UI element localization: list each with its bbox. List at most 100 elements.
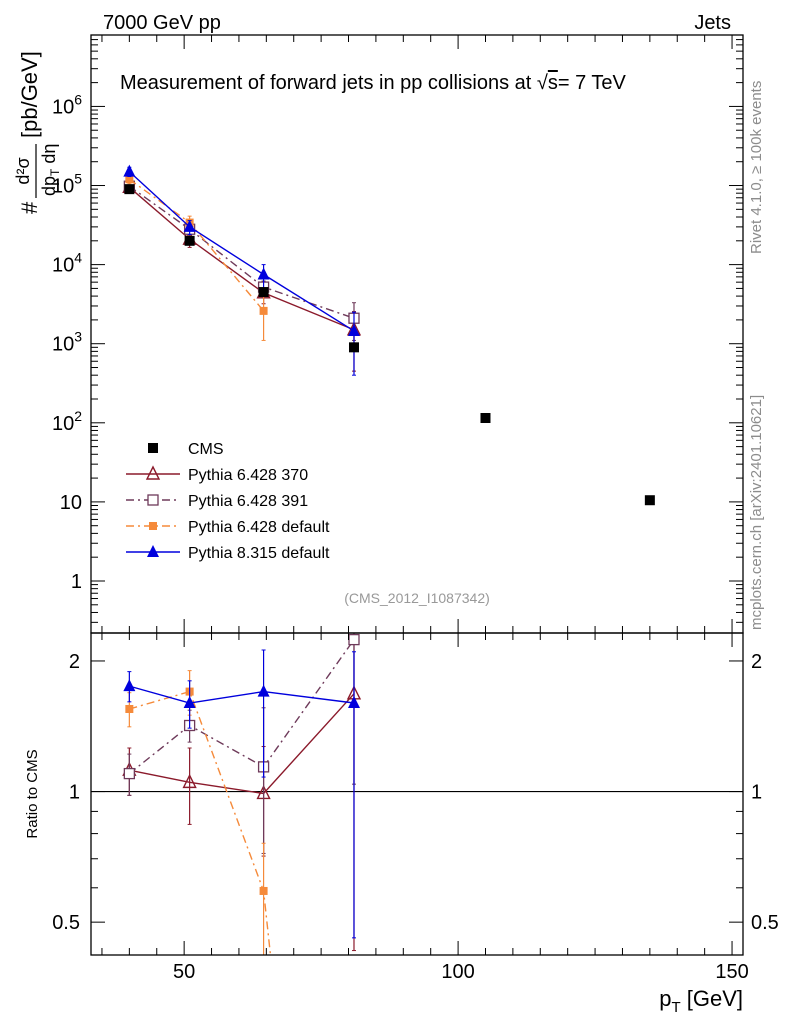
y-tick-base: 10: [60, 492, 82, 514]
data-point: [123, 767, 136, 780]
series-pythia-6-428-default: [125, 670, 272, 955]
y-label-numerator: d²σ: [13, 157, 33, 184]
series-pythia-6-428-370: [122, 633, 362, 952]
y-tick-exponent: 6: [74, 91, 82, 107]
ratio-y-tick-labels: 0.5 0.5 1 1 2 2: [52, 651, 779, 934]
legend-item: Pythia 6.428 default: [126, 519, 330, 536]
ratio-plot-panel: 0.5 0.5 1 1 2 2 50 100 150 Ratio to CMS pT [GeV…: [24, 632, 779, 1016]
plot-title: Measurement of forward jets in pp collis…: [120, 72, 627, 94]
data-point: [123, 679, 136, 692]
y-tick-exponent: 2: [74, 408, 82, 424]
ratio-y-axis-label: Ratio to CMS: [24, 749, 41, 838]
y-tick-label: 105: [52, 171, 82, 198]
ratio-axis-ticks: [91, 633, 743, 955]
x-tick-label: 150: [715, 961, 748, 983]
legend-label: Pythia 6.428 391: [188, 493, 308, 510]
data-point: [347, 323, 360, 336]
legend-label: CMS: [188, 441, 224, 458]
series-line: [129, 685, 355, 704]
y-tick-base: 1: [71, 571, 82, 593]
x-tick-labels: 50 100 150: [173, 961, 749, 983]
y-tick-label: 1: [71, 571, 82, 593]
data-point: [124, 184, 135, 195]
series-line: [128, 639, 355, 775]
series-pythia-6-428-370: [122, 178, 362, 372]
plot-title-text: Measurement of forward jets in pp collis…: [120, 72, 537, 94]
legend: CMS Pythia 6.428 370 Pythia 6.428 391 Pythi…: [126, 441, 330, 562]
legend-label: Pythia 6.428 default: [188, 519, 330, 536]
data-point: [259, 306, 268, 315]
legend-label: Pythia 8.315 default: [188, 545, 330, 562]
analysis-id-watermark: (CMS_2012_I1087342): [344, 590, 490, 606]
data-point: [480, 413, 491, 424]
category-label: Jets: [694, 12, 731, 34]
y-tick-label: 104: [52, 250, 82, 277]
series-line: [129, 690, 272, 955]
x-label-sub: T: [671, 999, 680, 1016]
ratio-y-tick-label: 1: [69, 782, 80, 804]
x-label-unit: [GeV]: [681, 986, 743, 1011]
series-line: [129, 693, 355, 795]
data-point: [123, 164, 136, 177]
sqrt-symbol: √: [537, 72, 548, 94]
data-point: [184, 235, 195, 246]
ratio-y-tick-label-right: 1: [751, 782, 762, 804]
data-point: [259, 886, 268, 895]
y-tick-base: 10: [52, 255, 74, 277]
series-line: [128, 178, 265, 312]
legend-marker: [145, 465, 161, 480]
y-tick-base: 10: [52, 96, 74, 118]
y-tick-base: 10: [52, 334, 74, 356]
x-tick-label: 100: [441, 961, 474, 983]
ratio-y-tick-label-right: 0.5: [751, 912, 779, 934]
series-pythia-6-428-default: [125, 174, 268, 341]
rivet-version-label: Rivet 4.1.0, ≥ 100k events: [748, 81, 765, 254]
series-pythia-6-428-391: [123, 633, 360, 854]
y-tick-label: 102: [52, 408, 82, 435]
y-tick-base: 10: [52, 176, 74, 198]
y-tick-label: 10: [60, 492, 82, 514]
series-line: [128, 185, 355, 319]
main-plot-frame: [90, 34, 744, 634]
series-pythia-8-315-default: [123, 649, 360, 939]
legend-marker: [147, 494, 159, 506]
main-y-axis-label: # d²σ dpT dη [pb/GeV]: [13, 51, 62, 214]
mcplots-source-label: mcplots.cern.ch [arXiv:2401.10621]: [748, 395, 765, 630]
y-tick-exponent: 3: [74, 329, 82, 345]
legend-label: Pythia 6.428 370: [188, 467, 308, 484]
y-label-den-dp: dp: [39, 176, 59, 196]
series-cms: [124, 184, 655, 506]
series-pythia-8-315-default: [123, 164, 360, 376]
data-point: [348, 342, 359, 353]
series-line: [128, 171, 355, 332]
y-label-den-deta: dη: [39, 144, 59, 169]
legend-item: Pythia 8.315 default: [126, 545, 330, 562]
x-tick-label: 50: [173, 961, 195, 983]
ratio-plot-content: [91, 633, 743, 955]
data-point: [347, 696, 360, 709]
data-point: [258, 287, 269, 298]
y-tick-base: 10: [52, 413, 74, 435]
y-tick-exponent: 5: [74, 171, 82, 187]
y-tick-label: 103: [52, 329, 82, 356]
ratio-plot-frame: [90, 632, 744, 956]
y-label-den-sub: T: [48, 168, 62, 176]
x-axis-label: pT [GeV]: [659, 986, 743, 1016]
data-point: [183, 219, 196, 232]
data-point: [257, 267, 270, 280]
ratio-y-tick-label: 2: [69, 651, 80, 673]
data-point: [257, 684, 270, 697]
legend-marker: [147, 545, 159, 557]
legend-marker: [148, 443, 158, 453]
data-point: [125, 175, 134, 184]
legend-item: Pythia 6.428 391: [126, 493, 308, 510]
y-label-hash: #: [17, 201, 42, 214]
data-point: [182, 773, 197, 789]
sqrt-variable: s: [548, 72, 558, 94]
main-plot-content: [122, 164, 655, 506]
series-line: [128, 186, 355, 331]
y-tick-label: 106: [52, 91, 82, 118]
